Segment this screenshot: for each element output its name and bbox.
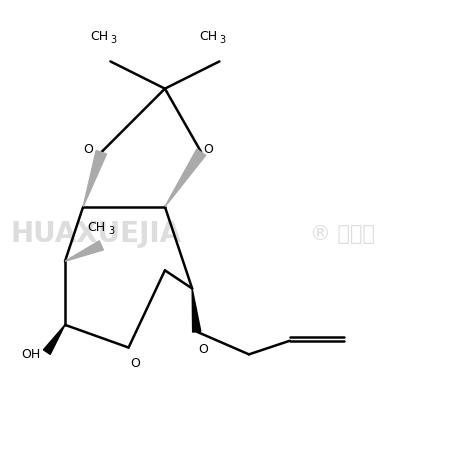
Polygon shape [192,288,201,332]
Text: 3: 3 [111,36,117,45]
Text: CH: CH [199,30,217,43]
Text: O: O [203,144,213,156]
Polygon shape [83,151,106,207]
Text: HUAXUEJIA: HUAXUEJIA [11,220,181,248]
Text: ® 化学加: ® 化学加 [310,224,375,244]
Text: 3: 3 [219,36,226,45]
Text: CH: CH [90,30,108,43]
Text: OH: OH [21,348,41,361]
Text: CH: CH [88,221,106,234]
Text: 3: 3 [108,226,114,236]
Text: O: O [130,357,140,370]
Polygon shape [165,149,206,207]
Polygon shape [43,325,65,354]
Text: O: O [83,144,93,156]
Polygon shape [65,241,103,261]
Text: O: O [199,344,208,356]
